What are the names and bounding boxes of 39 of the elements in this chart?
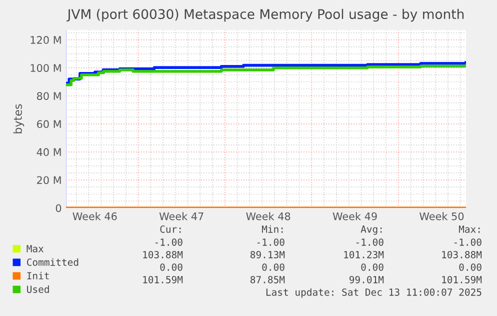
y-tick-label: 80 M — [36, 92, 61, 100]
x-tick-label: Week 48 — [246, 212, 290, 220]
text: 87.85M — [250, 276, 285, 284]
text: Cur: — [160, 225, 181, 233]
y-tick-label: 40 M — [36, 148, 61, 156]
text: 103.88M — [143, 250, 183, 258]
text: 101.59M — [143, 276, 183, 284]
text: 101.59M — [442, 276, 482, 284]
x-tick-label: Week 49 — [332, 212, 377, 220]
text: -1.00 — [155, 238, 182, 246]
text: 0.00 — [361, 263, 384, 271]
text: 89.13M — [250, 250, 285, 258]
text: -1.00 — [356, 238, 384, 246]
text: -1.00 — [257, 238, 284, 246]
y-tick-label: 0 — [56, 204, 62, 212]
y-tick-label: 20 M — [37, 176, 61, 184]
text: Avg: — [360, 226, 382, 235]
text: 0.00 — [160, 263, 182, 271]
text: 0.00 — [459, 263, 482, 271]
chart-title: JVM (port 60030) Metaspace Memory Pool usage - by month — [66, 8, 464, 22]
text: -1.00 — [454, 238, 482, 246]
x-tick-label: Week 50 — [420, 212, 464, 220]
x-tick-label: Week 46 — [72, 212, 117, 220]
text: 0.00 — [262, 263, 284, 271]
y-tick-label: 120 M — [30, 36, 61, 44]
text: Max: — [458, 226, 480, 233]
y-axis-title: bytes — [13, 104, 24, 134]
x-tick-label: Week 47 — [159, 212, 204, 220]
y-tick-label: 100 M — [30, 64, 61, 72]
y-tick-label: 60 M — [37, 120, 61, 128]
text: 101.23M — [344, 250, 384, 258]
text: Min: — [262, 225, 283, 233]
text: 103.88M — [442, 250, 482, 258]
legend-label: Init — [27, 272, 49, 280]
legend-label: Max — [26, 245, 44, 252]
legend-label: Committed — [27, 258, 78, 266]
text: 99.01M — [349, 276, 384, 284]
text: Last update: Sat Dec 13 11:00:07 2025 — [266, 288, 482, 298]
legend-label: Used — [27, 285, 49, 293]
